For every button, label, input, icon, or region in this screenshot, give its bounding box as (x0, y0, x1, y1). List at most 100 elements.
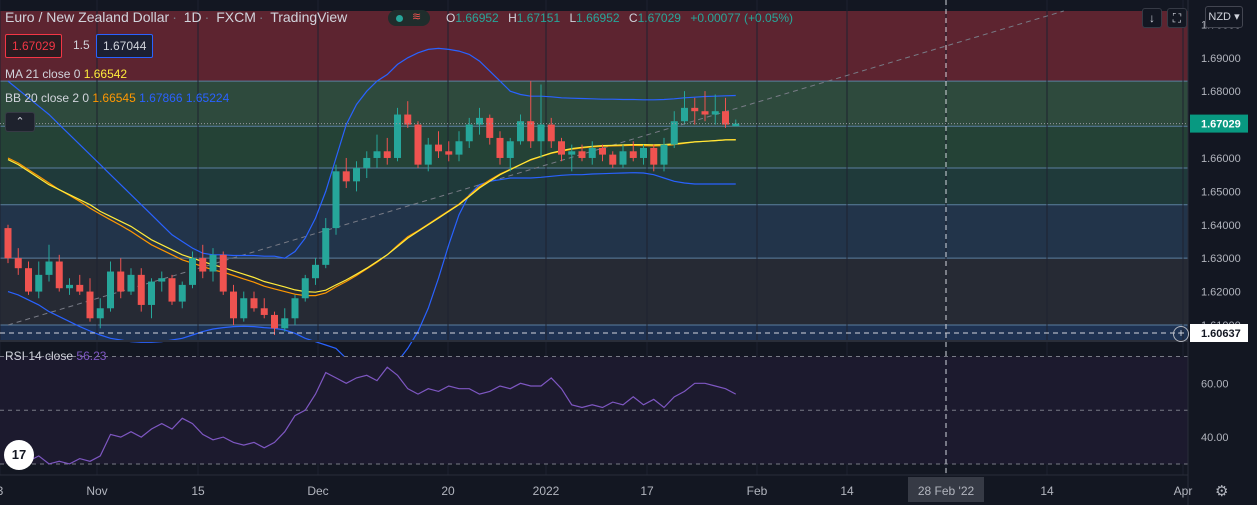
rsi-label: RSI 14 close (5, 349, 74, 363)
candle-body (537, 124, 545, 142)
y-tick-label: 1.65000 (1201, 186, 1241, 198)
candle-body (373, 151, 381, 158)
candle-body (496, 137, 504, 158)
close-value: 1.67029 (637, 11, 681, 25)
candle-body (445, 151, 453, 155)
market-open-icon (396, 15, 403, 22)
candle-body (640, 147, 647, 158)
price-zone (0, 324, 1188, 340)
crosshair-price-box (1190, 324, 1248, 342)
y-tick-label: 1.62000 (1201, 287, 1241, 299)
y-tick-label: 1.66000 (1201, 153, 1241, 165)
candle-body (332, 171, 340, 229)
rsi-tick-label: 40.00 (1201, 432, 1229, 444)
candle-body (148, 281, 155, 305)
source-label: TradingView (270, 9, 348, 25)
fullscreen-button[interactable]: ⛶ (1167, 8, 1187, 28)
x-tick-label: Nov (86, 484, 107, 498)
price-zone (0, 204, 1188, 259)
eye-icon: ≋ (412, 10, 422, 23)
last-price-box (1190, 114, 1248, 133)
candle-body (670, 121, 678, 145)
ma-legend[interactable]: MA 21 close 0 1.66542 (5, 67, 127, 81)
candle-body (322, 228, 330, 265)
bb-legend[interactable]: BB 20 close 2 0 1.66545 1.67866 1.65224 (5, 91, 229, 105)
chevron-down-icon: ▾ (1234, 11, 1240, 23)
candle-body (681, 107, 688, 122)
change-value: +0.00077 (+0.05%) (690, 11, 794, 25)
candle-body (383, 151, 391, 158)
candle-body (465, 124, 473, 142)
spread-value: 1.5 (73, 38, 90, 52)
candle-body (660, 144, 668, 165)
candle-body (476, 117, 483, 125)
candle-body (271, 314, 278, 329)
interval-label[interactable]: 1D (183, 9, 202, 25)
ma-label: MA 21 close 0 (5, 67, 81, 81)
arrow-down-icon: ↓ (1149, 11, 1155, 25)
symbol-header[interactable]: Euro / New Zealand Dollar · 1D · FXCM · Tra… (5, 9, 348, 25)
add-alert-button[interactable]: + (1173, 326, 1189, 342)
y-tick-label: 1.63000 (1201, 253, 1241, 265)
bb-label: BB 20 close 2 0 (5, 91, 90, 105)
candle-body (45, 261, 53, 275)
scroll-down-button[interactable]: ↓ (1142, 8, 1162, 28)
sell-button[interactable]: 1.67029 (5, 34, 63, 58)
x-tick-label: 3 (0, 484, 4, 498)
crosshair-price-label: 1.60637 (1201, 328, 1241, 340)
candle-body (137, 274, 145, 305)
rsi-line (7, 366, 737, 465)
candle-body (394, 114, 401, 158)
candle-body (168, 278, 176, 302)
candle-body (568, 151, 576, 155)
candle-body (25, 268, 32, 292)
candle-body (629, 151, 637, 158)
candle-body (4, 228, 12, 259)
candle-body (230, 291, 237, 319)
x-tick-label: 15 (191, 484, 205, 498)
candle-body (578, 151, 586, 158)
candle-body (711, 111, 719, 115)
candle-body (158, 278, 166, 282)
x-tick-label: 28 Feb '22 (918, 484, 975, 498)
candle-body (353, 167, 360, 182)
tradingview-logo[interactable]: 17 (4, 440, 34, 470)
candle-body (619, 151, 627, 165)
high-value: 1.67151 (516, 11, 561, 25)
bb-upper-value: 1.67866 (139, 91, 183, 105)
candle-body (127, 274, 135, 292)
candle-body (722, 111, 729, 125)
crosshair-date-box (908, 477, 984, 502)
candle-body (599, 147, 606, 155)
price-zone (0, 258, 1188, 325)
x-tick-label: 2022 (533, 484, 560, 498)
buy-button[interactable]: 1.67044 (96, 34, 154, 58)
x-tick-label: 20 (441, 484, 455, 498)
currency-selector[interactable]: NZD ▾ (1205, 6, 1243, 28)
candle-body (291, 298, 299, 319)
y-tick-label: 1.64000 (1201, 220, 1241, 232)
bb-basis-value: 1.66545 (92, 91, 136, 105)
x-tick-label: 14 (840, 484, 854, 498)
x-tick-label: Apr (1174, 484, 1193, 498)
candle-body (363, 157, 371, 168)
symbol-title[interactable]: Euro / New Zealand Dollar (5, 9, 170, 25)
settings-gear-icon[interactable]: ⚙ (1215, 482, 1229, 500)
collapse-legend-button[interactable]: ⌃ (5, 112, 35, 132)
x-tick-label: 14 (1040, 484, 1054, 498)
candle-body (588, 147, 596, 158)
candle-body (107, 271, 114, 309)
x-tick-label: 17 (640, 484, 654, 498)
ohlc-values: O1.66952 H1.67151 L1.66952 C1.67029 +0.0… (446, 11, 794, 25)
candle-body (342, 171, 350, 182)
candle-body (86, 291, 94, 319)
candle-body (209, 254, 217, 272)
market-status[interactable]: ≋ (388, 10, 430, 26)
candle-body (424, 144, 432, 165)
candle-body (199, 258, 207, 272)
candle-body (260, 308, 268, 315)
rsi-legend[interactable]: RSI 14 close 56.23 (5, 349, 106, 363)
candle-body (691, 107, 699, 112)
bb-upper-line (7, 47, 736, 259)
